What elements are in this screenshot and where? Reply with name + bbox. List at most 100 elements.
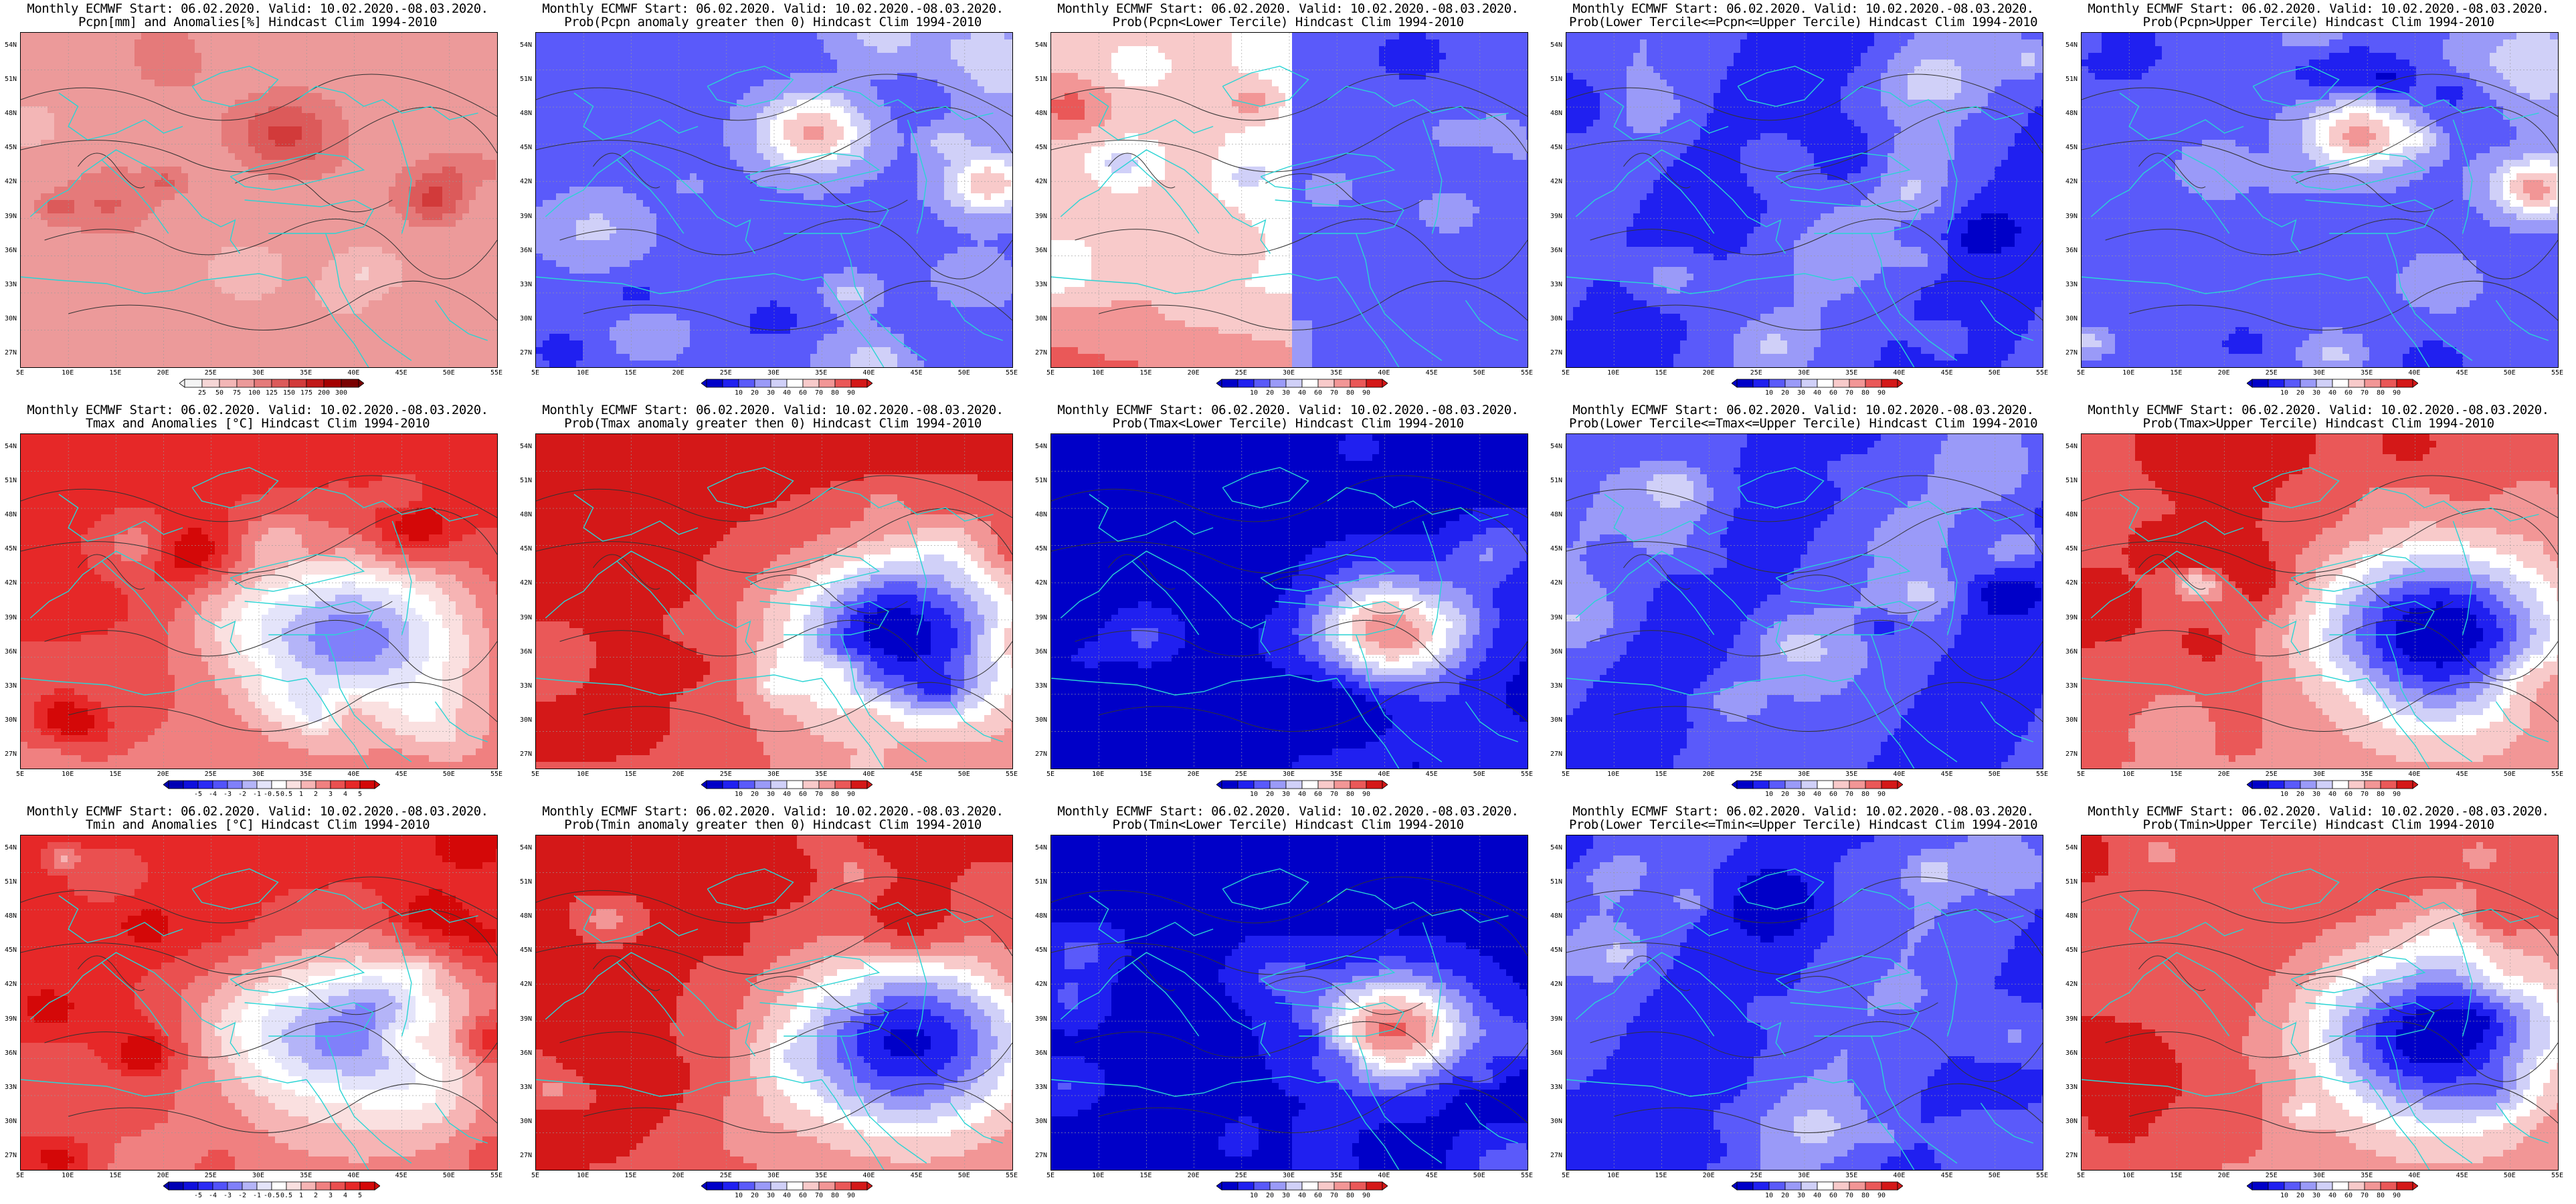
colorbar-label: 30: [1282, 1193, 1290, 1199]
colorbar-label: 80: [831, 1193, 839, 1199]
colorbar-segment: [1237, 379, 1255, 388]
colorbar-segment: [1285, 379, 1303, 388]
lon-tick-label: 15E: [109, 1173, 121, 1179]
colorbar-label: 80: [2377, 791, 2385, 798]
lon-tick-label: 20E: [672, 1173, 684, 1179]
colorbar-segment: [242, 780, 258, 789]
colorbar-segment: [1865, 379, 1882, 388]
panel-header: Monthly ECMWF Start: 06.02.2020. Valid: …: [2061, 804, 2576, 819]
colorbar-label: 80: [831, 390, 839, 397]
shaded-field: [536, 33, 1012, 367]
lat-tick-label: 30N: [1035, 1118, 1047, 1125]
lon-tick-label: 25E: [2266, 771, 2278, 778]
colorbar-segment: [2364, 780, 2381, 789]
lat-tick-label: 36N: [1550, 1049, 1562, 1057]
colorbar-segment: [722, 379, 739, 388]
lat-tick-label: 39N: [1035, 614, 1047, 621]
lat-tick-label: 48N: [2065, 110, 2078, 117]
colorbar-label: -5: [194, 791, 202, 798]
lat-tick-label: 27N: [520, 1152, 532, 1159]
lat-tick-label: 30N: [2065, 1118, 2078, 1125]
panel-subtitle: Prob(Tmin anomaly greater then 0) Hindca…: [515, 817, 1030, 832]
colorbar-label: 40: [1298, 390, 1306, 397]
lat-tick-label: 54N: [520, 42, 532, 49]
colorbar-low-arrow: [163, 1181, 169, 1191]
shaded-field: [1051, 33, 1528, 367]
lon-tick-label: 15E: [1655, 1173, 1667, 1179]
colorbar-segment: [2396, 1181, 2413, 1191]
colorbar-svg: [701, 780, 872, 789]
colorbar-segment: [802, 1181, 820, 1191]
panel-header: Monthly ECMWF Start: 06.02.2020. Valid: …: [0, 403, 515, 417]
lon-tick-label: 50E: [958, 370, 970, 377]
colorbar-label: 20: [751, 791, 759, 798]
colorbar-segment: [2284, 379, 2301, 388]
colorbar-label: 80: [831, 791, 839, 798]
lon-tick-label: 30E: [252, 771, 264, 778]
colorbar-segment: [1301, 780, 1319, 789]
lat-tick-label: 51N: [1035, 879, 1047, 886]
colorbar-segment: [850, 780, 868, 789]
lon-tick-label: 20E: [1188, 1173, 1200, 1179]
lat-tick-label: 27N: [1550, 1152, 1562, 1159]
colorbar-label: -1: [253, 1193, 261, 1199]
lon-tick-label: 40E: [1378, 771, 1390, 778]
coastlines: [1566, 66, 2033, 367]
colorbar-labels: 10 20 30 40 60 70 80 90: [707, 390, 867, 398]
panel-header: Monthly ECMWF Start: 06.02.2020. Valid: …: [515, 804, 1030, 819]
colorbar-high-arrow: [1382, 780, 1388, 789]
lon-tick-label: 15E: [2170, 771, 2182, 778]
colorbar-segment: [786, 1181, 804, 1191]
colorbar-labels: 10 20 30 40 60 70 80 90: [1222, 1193, 1382, 1201]
lat-tick-label: 51N: [1035, 76, 1047, 83]
lon-tick-label: 10E: [2122, 771, 2134, 778]
lat-tick-label: 54N: [520, 443, 532, 450]
colorbar-labels: 10 20 30 40 60 70 80 90: [2252, 390, 2413, 398]
colorbar-segment: [1784, 1181, 1802, 1191]
colorbar-label: 80: [1861, 390, 1869, 397]
shaded-field: [1566, 434, 2043, 769]
lon-tick-label: 20E: [2218, 1173, 2230, 1179]
colorbar-segment: [818, 379, 836, 388]
colorbar-segment: [227, 780, 243, 789]
lat-tick-label: 51N: [5, 879, 17, 886]
lat-tick-label: 54N: [1550, 42, 1562, 49]
colorbar-label: 100: [248, 390, 260, 397]
colorbar-segment: [802, 780, 820, 789]
lat-tick-label: 45N: [1550, 144, 1562, 151]
lon-tick-label: 5E: [2077, 771, 2085, 778]
colorbar-labels: 10 20 30 40 60 70 80 90: [2252, 1193, 2413, 1201]
colorbar-segment: [1333, 1181, 1351, 1191]
colorbar-segment: [197, 780, 213, 789]
colorbar-segment: [2348, 379, 2365, 388]
colorbar-segment: [1768, 780, 1786, 789]
colorbar-label: 60: [1314, 1193, 1322, 1199]
colorbar-label: 30: [767, 1193, 775, 1199]
colorbar-label: 40: [783, 1193, 791, 1199]
colorbar-segment: [1366, 379, 1383, 388]
colorbar-segment: [1221, 1181, 1238, 1191]
lat-tick-label: 45N: [2065, 144, 2078, 151]
colorbar-label: 5: [358, 1193, 362, 1199]
lat-tick-label: 54N: [1550, 443, 1562, 450]
lat-tick-label: 39N: [5, 1015, 17, 1023]
colorbar-segment: [1833, 780, 1850, 789]
panel-subtitle: Prob(Tmax>Upper Tercile) Hindcast Clim 1…: [2061, 416, 2576, 431]
colorbar-label: 30: [1282, 791, 1290, 798]
map-area: [1566, 835, 2043, 1171]
lon-tick-label: 35E: [2361, 1173, 2373, 1179]
colorbar-segment: [300, 1181, 316, 1191]
lat-tick-label: 45N: [2065, 546, 2078, 553]
lon-tick-label: 30E: [767, 370, 779, 377]
colorbar-segment: [706, 379, 723, 388]
colorbar-label: 60: [799, 791, 807, 798]
lon-tick-label: 35E: [1845, 370, 1857, 377]
colorbar-segment: [2316, 1181, 2333, 1191]
lon-tick-label: 20E: [2218, 771, 2230, 778]
lon-tick-label: 15E: [1139, 771, 1152, 778]
colorbar-label: 90: [2393, 390, 2401, 397]
colorbar-segment: [1768, 1181, 1786, 1191]
colorbar-segment: [183, 780, 199, 789]
colorbar-segment: [1366, 1181, 1383, 1191]
